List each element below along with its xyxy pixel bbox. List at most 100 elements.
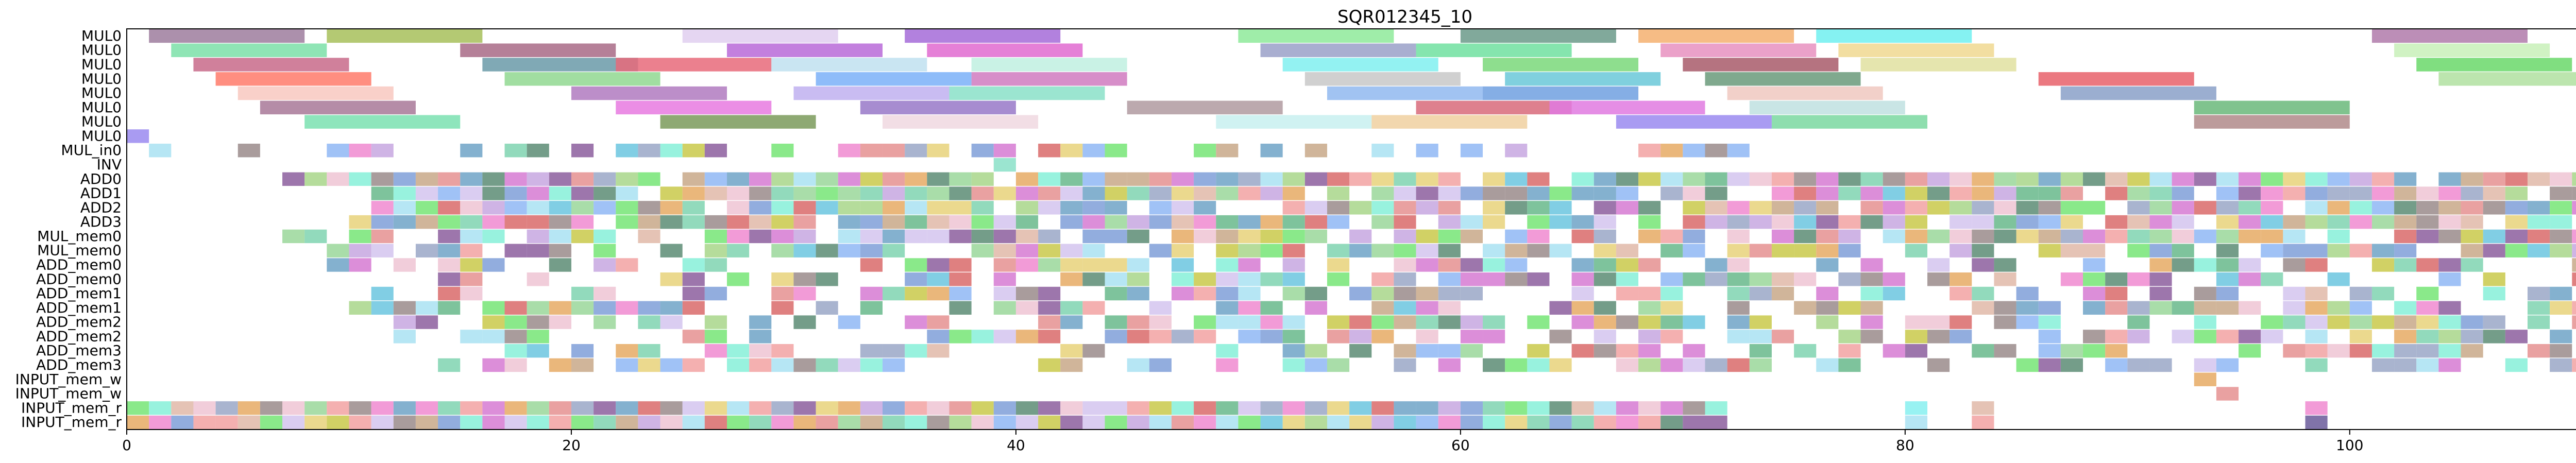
task-bar	[949, 86, 1105, 100]
task-bar	[1216, 258, 1239, 272]
task-bar	[1282, 186, 1305, 200]
task-bar	[504, 344, 527, 358]
task-bar	[1438, 186, 1461, 200]
task-bar	[660, 315, 683, 329]
task-bar	[1683, 172, 1705, 186]
task-bar	[2527, 344, 2550, 358]
task-bar	[549, 358, 571, 372]
task-bar	[793, 215, 816, 229]
task-bar	[1527, 415, 1550, 430]
task-bar	[2527, 315, 2550, 329]
task-bar	[927, 286, 950, 301]
task-bar	[1304, 72, 1461, 86]
task-bar	[660, 186, 683, 200]
task-bar	[1660, 143, 1683, 158]
task-bar	[527, 401, 549, 415]
task-bar	[2438, 229, 2461, 244]
task-bar	[1994, 201, 2016, 215]
task-bar	[2194, 330, 2216, 344]
task-bar	[482, 401, 505, 415]
task-bar	[2438, 272, 2461, 286]
task-bar	[504, 301, 527, 315]
task-bar	[1216, 415, 1239, 430]
task-bar	[1638, 29, 1794, 43]
task-bar	[1594, 244, 1616, 258]
task-bar	[2038, 344, 2061, 358]
task-bar	[349, 258, 371, 272]
task-bar	[2394, 244, 2417, 258]
task-bar	[1927, 229, 1950, 244]
task-bar	[1749, 272, 1772, 286]
task-bar	[1416, 344, 1438, 358]
task-bar	[2483, 186, 2505, 200]
task-bar	[2550, 286, 2572, 301]
task-bar	[1371, 201, 1394, 215]
task-bar	[771, 301, 794, 315]
task-bar	[971, 201, 994, 215]
task-bar	[1105, 172, 1127, 186]
task-bar	[238, 401, 260, 415]
task-bar	[726, 272, 750, 286]
task-bar	[1950, 244, 1972, 258]
task-bar	[860, 244, 883, 258]
task-bar	[2416, 358, 2439, 372]
task-bar	[1438, 172, 1461, 186]
task-bar	[1883, 272, 1905, 286]
task-bar	[1127, 330, 1149, 344]
task-bar	[1304, 301, 1327, 315]
task-bar	[1149, 315, 1172, 329]
task-bar	[1594, 201, 1616, 215]
task-bar	[1683, 201, 1705, 215]
task-bar	[1950, 229, 1972, 244]
task-bar	[127, 401, 149, 415]
task-bar	[1616, 315, 1639, 329]
task-bar	[2394, 301, 2417, 315]
task-bar	[1038, 286, 1061, 301]
task-bar	[2327, 301, 2350, 315]
task-bar	[860, 143, 883, 158]
task-bar	[1794, 272, 1817, 286]
task-bar	[1794, 344, 1817, 358]
task-bar	[1505, 143, 1528, 158]
task-bar	[2416, 344, 2439, 358]
task-bar	[460, 244, 483, 258]
task-bar	[616, 415, 638, 430]
task-bar	[2016, 172, 2039, 186]
task-bar	[2261, 244, 2283, 258]
y-label: ADD_mem0	[36, 256, 122, 273]
task-bar	[638, 358, 660, 372]
task-bar	[1327, 186, 1350, 200]
task-bar	[860, 186, 883, 200]
task-bar	[371, 215, 394, 229]
task-bar	[816, 186, 838, 200]
task-bar	[1127, 229, 1149, 244]
task-bar	[749, 315, 772, 329]
task-bar	[2572, 358, 2576, 372]
task-bar	[327, 258, 349, 272]
task-bar	[1194, 186, 1216, 200]
task-bar	[927, 272, 950, 286]
task-bar	[282, 172, 305, 186]
task-bar	[816, 244, 838, 258]
task-bar	[371, 286, 394, 301]
task-bar	[1994, 186, 2016, 200]
task-bar	[2283, 286, 2306, 301]
task-bar	[2461, 344, 2483, 358]
task-bar	[1638, 229, 1661, 244]
task-bar	[1015, 201, 1039, 215]
task-bar	[1527, 401, 1550, 415]
task-bar	[594, 401, 616, 415]
task-bar	[2239, 258, 2261, 272]
task-bar	[1105, 330, 1127, 344]
task-bar	[1816, 201, 1839, 215]
task-bar	[1371, 286, 1394, 301]
task-bar	[1416, 401, 1438, 415]
task-bar	[549, 258, 571, 272]
task-bar	[682, 330, 705, 344]
task-bar	[2172, 229, 2194, 244]
task-bar	[860, 286, 883, 301]
task-bar	[1282, 258, 1305, 272]
task-bar	[616, 58, 772, 72]
task-bar	[549, 172, 571, 186]
task-bar	[771, 58, 927, 72]
